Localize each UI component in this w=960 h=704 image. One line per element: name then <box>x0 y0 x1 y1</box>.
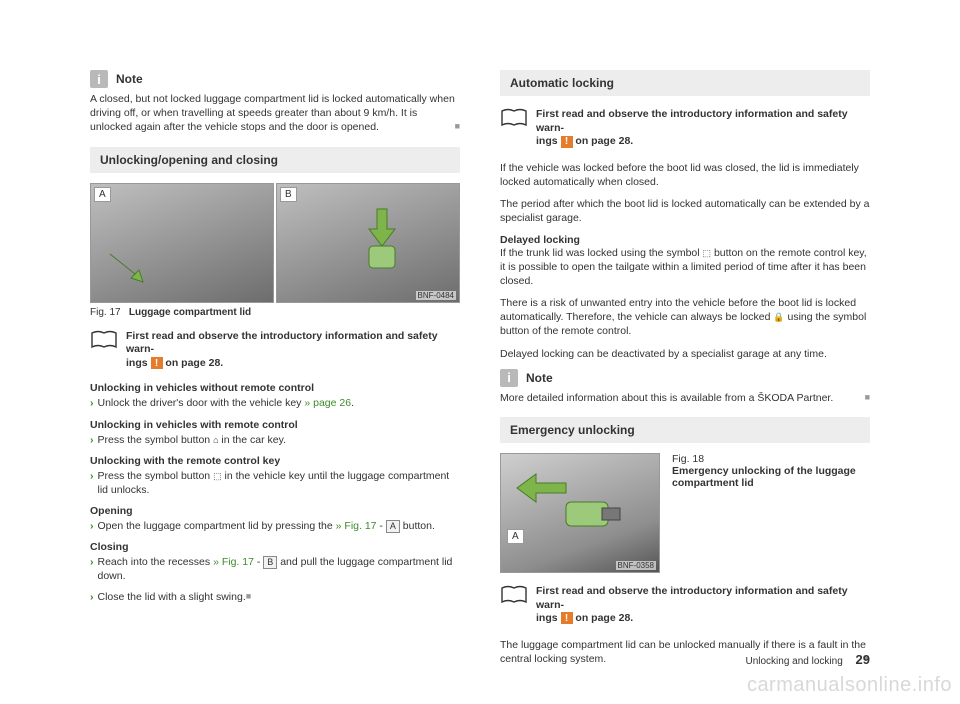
end-mark: ■ <box>455 120 460 132</box>
key-icon <box>556 484 626 544</box>
badge-a: A <box>386 520 400 533</box>
paragraph: The period after which the boot lid is l… <box>500 197 870 225</box>
heading-opening: Opening <box>90 505 460 517</box>
figure-label-b: B <box>280 187 297 202</box>
badge-b: B <box>263 556 277 569</box>
watermark: carmanualsonline.info <box>747 674 952 697</box>
boot-symbol-icon: ⬚ <box>703 248 712 258</box>
note-text: A closed, but not locked luggage compart… <box>90 92 460 135</box>
page-link[interactable]: » page 26 <box>304 397 351 409</box>
page-container: i Note A closed, but not locked luggage … <box>0 0 960 704</box>
chevron-icon: › <box>90 396 94 410</box>
fig-link[interactable]: » Fig. 17 <box>213 556 254 568</box>
figure-bnf-code: BNF-0358 <box>616 561 656 570</box>
figure-bnf-code: BNF-0484 <box>416 291 456 300</box>
arrow-icon <box>105 244 155 294</box>
figure-18: A BNF-0358 Fig. 18 Emergency unlocking o… <box>500 453 870 573</box>
info-icon: i <box>90 70 108 88</box>
paragraph: If the vehicle was locked before the boo… <box>500 161 870 189</box>
chevron-icon: › <box>90 433 94 447</box>
right-column: Automatic locking First read and observe… <box>500 70 870 674</box>
note-header: i Note <box>500 369 870 387</box>
section-unlocking-opening: Unlocking/opening and closing <box>90 147 460 173</box>
note-header: i Note <box>90 70 460 88</box>
list-item: › Close the lid with a slight swing.■ <box>90 590 460 604</box>
footer-section: Unlocking and locking <box>745 656 842 667</box>
chevron-icon: › <box>90 519 94 533</box>
end-mark: ■ <box>246 590 251 602</box>
warning-icon: ! <box>561 612 573 624</box>
left-column: i Note A closed, but not locked luggage … <box>90 70 460 674</box>
paragraph: There is a risk of unwanted entry into t… <box>500 296 870 339</box>
arrow-down-icon <box>357 204 407 274</box>
heading-closing: Closing <box>90 541 460 553</box>
info-icon: i <box>500 369 518 387</box>
note-title: Note <box>526 371 553 385</box>
warning-icon: ! <box>561 136 573 148</box>
paragraph: Delayed locking can be deactivated by a … <box>500 347 870 361</box>
figure-label-a: A <box>94 187 111 202</box>
page-footer: Unlocking and locking 29 <box>745 652 870 667</box>
read-first-block: First read and observe the introductory … <box>90 330 460 371</box>
list-item: › Press the symbol button ⬚ in the vehic… <box>90 469 460 497</box>
list-item: › Open the luggage compartment lid by pr… <box>90 519 460 533</box>
figure-17a-image: A <box>90 183 274 303</box>
figure-17-caption: Fig. 17 Luggage compartment lid <box>90 307 460 318</box>
section-automatic-locking: Automatic locking <box>500 70 870 96</box>
list-item: › Reach into the recesses » Fig. 17 - B … <box>90 555 460 583</box>
chevron-icon: › <box>90 555 94 583</box>
figure-17b-image: B BNF-0484 <box>276 183 460 303</box>
section-emergency-unlocking: Emergency unlocking <box>500 417 870 443</box>
read-first-block: First read and observe the introductory … <box>500 585 870 626</box>
book-icon <box>500 108 528 128</box>
end-mark: ■ <box>865 391 870 403</box>
warning-icon: ! <box>151 357 163 369</box>
list-item: › Press the symbol button ⌂ in the car k… <box>90 433 460 447</box>
note-text: More detailed information about this is … <box>500 391 870 405</box>
figure-18-image: A BNF-0358 <box>500 453 660 573</box>
note-title: Note <box>116 72 143 86</box>
read-first-block: First read and observe the introductory … <box>500 108 870 149</box>
chevron-icon: › <box>90 469 94 497</box>
heading-unlock-remote-key: Unlocking with the remote control key <box>90 455 460 467</box>
page-number: 29 <box>856 652 870 667</box>
chevron-icon: › <box>90 590 94 604</box>
boot-symbol-icon: ⬚ <box>213 471 222 481</box>
figure-17: A B BNF-0484 Fig. 17 Luggag <box>90 183 460 318</box>
book-icon <box>90 330 118 350</box>
list-item: › Unlock the driver's door with the vehi… <box>90 396 460 410</box>
paragraph: If the trunk lid was locked using the sy… <box>500 246 870 289</box>
heading-delayed-locking: Delayed locking <box>500 234 870 246</box>
figure-label-a: A <box>507 529 524 544</box>
fig-link[interactable]: » Fig. 17 <box>336 520 377 532</box>
lock-symbol-icon: 🔒 <box>773 312 784 322</box>
heading-unlock-remote: Unlocking in vehicles with remote contro… <box>90 419 460 431</box>
heading-unlock-no-remote: Unlocking in vehicles without remote con… <box>90 382 460 394</box>
figure-18-caption: Fig. 18 Emergency unlocking of the lugga… <box>672 453 870 573</box>
book-icon <box>500 585 528 605</box>
